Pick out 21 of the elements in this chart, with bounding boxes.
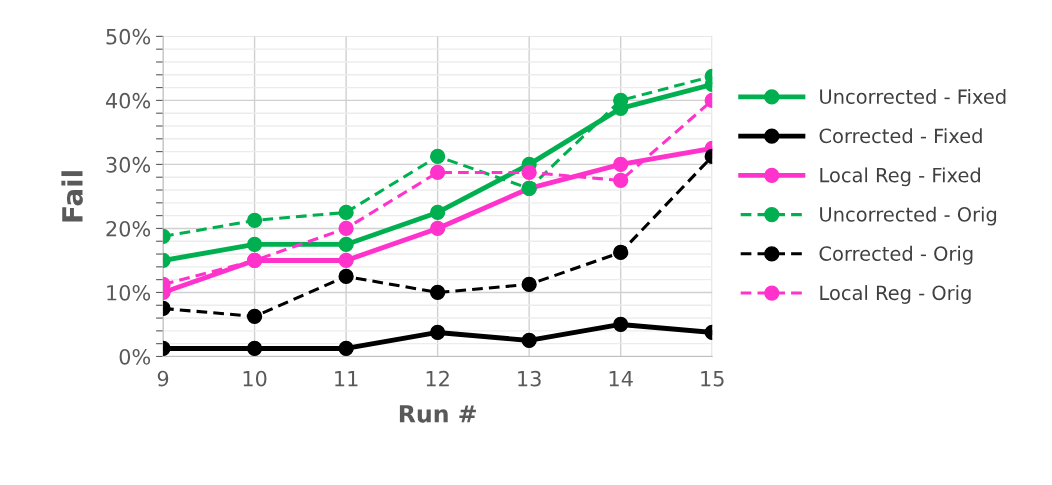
x-tick-label: 10 bbox=[243, 370, 267, 387]
legend-label: Corrected - Orig bbox=[819, 245, 973, 265]
legend-label: Corrected - Fixed bbox=[819, 128, 982, 144]
legend-label: Uncorrected - Fixed bbox=[820, 88, 1006, 104]
y-tick-label: 20% bbox=[106, 220, 151, 237]
x-tick-label: 9 bbox=[157, 370, 169, 387]
legend-label: Local Reg - Fixed bbox=[820, 167, 980, 187]
y-tick-label: 30% bbox=[106, 156, 151, 173]
legend-label: Uncorrected - Orig bbox=[820, 206, 997, 226]
y-tick-label: 40% bbox=[105, 92, 151, 109]
legend-label: Local Reg - Orig bbox=[820, 285, 971, 304]
x-tick-label: 13 bbox=[518, 370, 541, 387]
x-tick-label: 14 bbox=[609, 371, 633, 387]
y-tick-label: 10% bbox=[107, 284, 151, 301]
x-tick-label: 15 bbox=[701, 371, 724, 387]
y-axis-title: Fail bbox=[61, 171, 83, 222]
x-axis-title: Run # bbox=[399, 405, 476, 423]
x-tick-label: 12 bbox=[426, 370, 449, 387]
y-tick-label: 50% bbox=[106, 28, 151, 45]
x-tick-label: 11 bbox=[335, 371, 358, 387]
y-tick-label: 0% bbox=[119, 348, 151, 365]
